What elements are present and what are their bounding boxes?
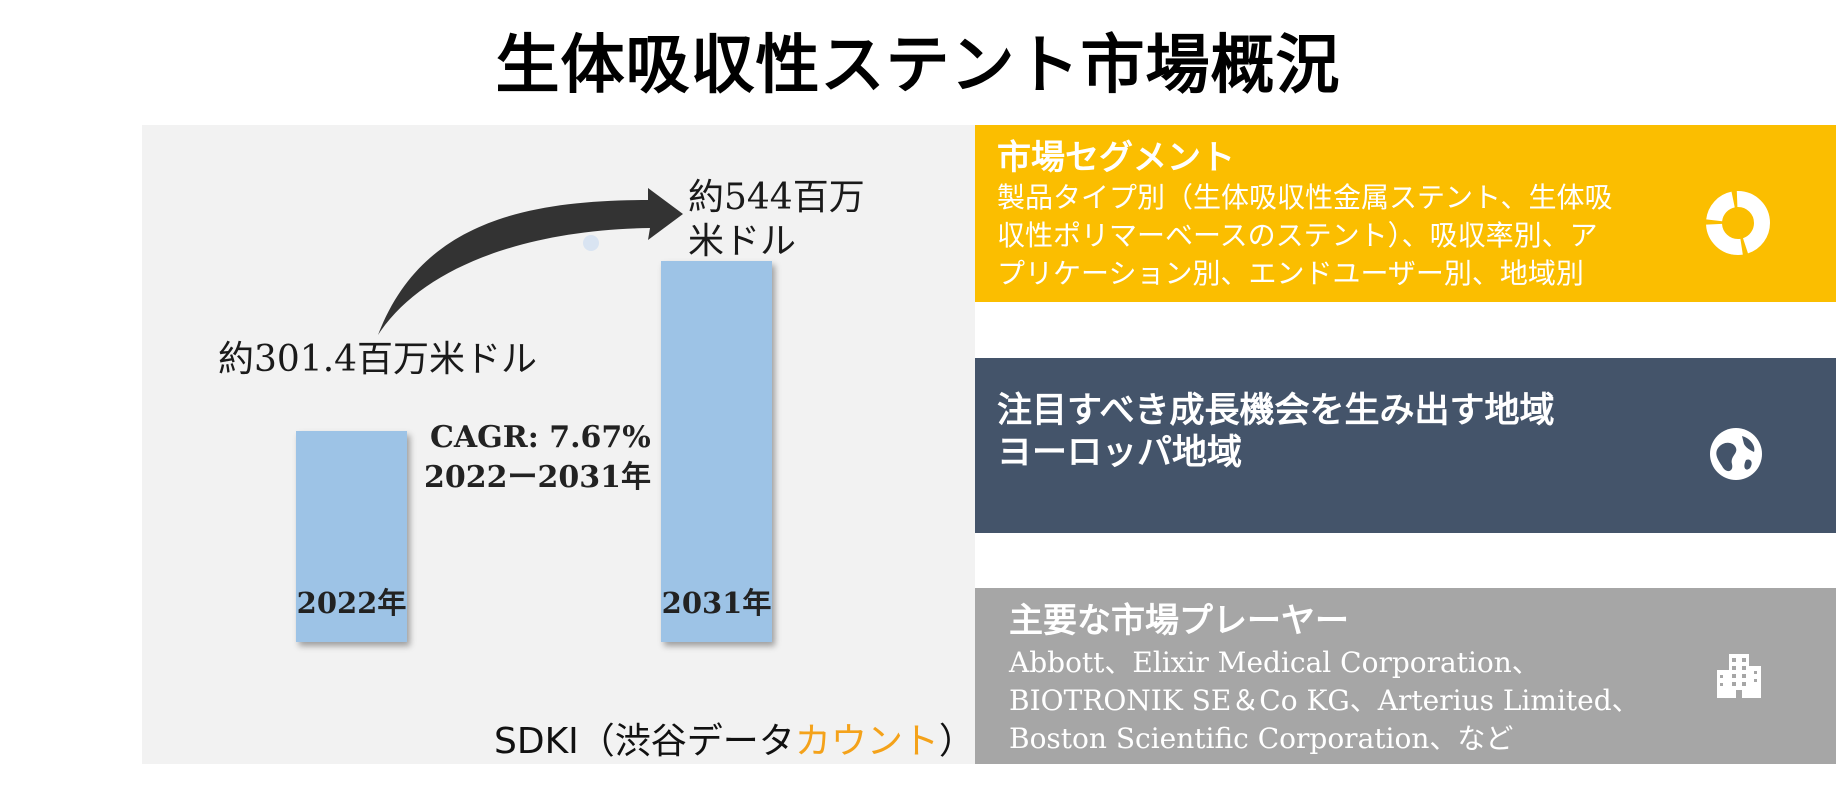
value-label-2031-line: 約544百万 [688,177,865,218]
source-credit: SDKI（渋谷データカウント） [494,712,975,764]
value-label-2022: 約301.4百万米ドル [218,339,538,380]
growth-region-panel: 注目すべき成長機会を生み出す地域 ヨーロッパ地域 [975,358,1836,533]
source-accent: カウント [794,721,939,762]
cagr-text: CAGR: 7.67% 2022ー2031年 [424,418,651,498]
segment-line: 製品タイプ別（生体吸収性金属ステント、生体吸 [997,181,1613,214]
market-segment-panel: 市場セグメント 製品タイプ別（生体吸収性金属ステント、生体吸 収性ポリマーベース… [975,125,1836,302]
key-players-text: Abbott、Elixir Medical Corporation、 BIOTR… [1009,644,1729,758]
growth-region-heading: 注目すべき成長機会を生み出す地域 [997,390,1555,431]
player-line: Abbott、Elixir Medical Corporation、 [1009,646,1540,679]
growth-arrow-shape [378,188,683,335]
source-prefix: SDKI（渋谷データ [494,721,795,762]
market-segment-heading: 市場セグメント [997,138,1235,178]
bar-category-label: 2022年 [296,585,407,620]
page-title: 生体吸収性ステント市場概況 [495,28,1341,103]
source-suffix: ） [938,721,975,762]
pie-chart-icon [1706,191,1770,255]
cagr-period: 2022ー2031年 [424,460,651,495]
buildings-icon [1717,654,1761,698]
key-players-heading: 主要な市場プレーヤー [1009,601,1349,641]
key-players-panel: 主要な市場プレーヤー Abbott、Elixir Medical Corpora… [975,588,1836,764]
bar-2022年: 2022年 [296,431,407,642]
segment-line: 収性ポリマーベースのステント）、吸収率別、ア [997,219,1598,252]
growth-region-value: ヨーロッパ地域 [997,432,1243,473]
segment-line: プリケーション別、エンドユーザー別、地域別 [997,257,1584,290]
market-segment-text: 製品タイプ別（生体吸収性金属ステント、生体吸 収性ポリマーベースのステント）、吸… [997,179,1717,293]
player-line: BIOTRONIK SE＆Co KG、Arterius Limited、 [1009,684,1640,717]
value-label-2031: 約544百万 米ドル [688,176,878,264]
bar-category-label: 2031年 [661,585,772,620]
globe-icon [1710,428,1762,480]
arrow-dot [583,235,599,251]
bar-2031年: 2031年 [661,261,772,642]
value-label-2031-line: 米ドル [688,221,797,262]
cagr-rate: CAGR: 7.67% [430,420,651,455]
player-line: Boston Scientific Corporation、など [1009,722,1514,755]
